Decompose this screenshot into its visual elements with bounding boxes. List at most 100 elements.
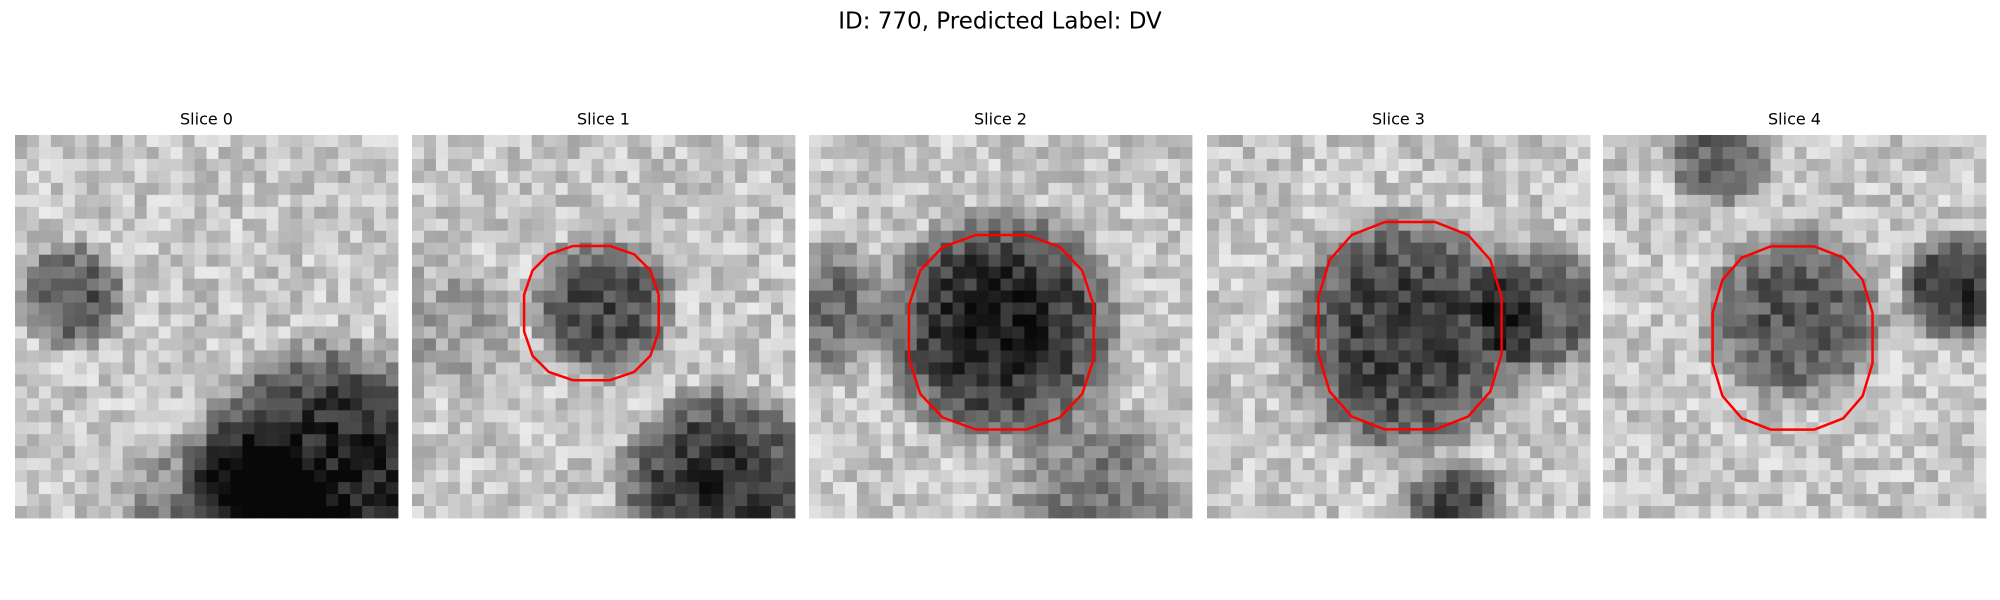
pixel <box>723 194 736 208</box>
pixel <box>916 374 930 387</box>
pixel <box>1132 362 1145 375</box>
pixel <box>1266 194 1280 208</box>
pixel <box>868 434 882 447</box>
pixel <box>266 338 279 351</box>
pixel <box>338 170 351 184</box>
pixel <box>206 170 219 184</box>
pixel <box>218 482 231 495</box>
pixel <box>856 374 870 387</box>
pixel <box>435 470 449 483</box>
pixel <box>1902 446 1915 459</box>
pixel <box>809 470 822 483</box>
pixel <box>1482 206 1495 220</box>
pixel <box>1108 314 1121 327</box>
pixel <box>880 326 894 339</box>
pixel <box>663 182 676 196</box>
pixel <box>531 302 545 315</box>
pixel <box>1722 194 1736 208</box>
pixel <box>1242 338 1256 351</box>
pixel <box>1662 254 1676 268</box>
pixel <box>809 386 822 399</box>
pixel <box>1578 194 1591 208</box>
pixel <box>687 422 700 435</box>
pixel <box>122 135 136 148</box>
pixel <box>98 194 112 208</box>
pixel <box>1398 302 1411 315</box>
pixel <box>988 242 1001 256</box>
pixel <box>507 146 521 160</box>
pixel <box>1674 266 1688 280</box>
pixel <box>1084 158 1097 172</box>
pixel <box>1830 398 1843 411</box>
pixel <box>1242 374 1256 387</box>
pixel <box>326 374 339 387</box>
pixel <box>1746 135 1759 148</box>
pixel <box>38 278 52 291</box>
pixel <box>1878 422 1891 435</box>
pixel <box>531 242 545 256</box>
pixel <box>447 458 461 471</box>
pixel <box>1060 206 1073 220</box>
pixel <box>110 338 124 351</box>
pixel <box>856 170 870 184</box>
pixel <box>1914 374 1927 387</box>
pixel <box>1746 398 1759 411</box>
pixel <box>1926 146 1939 160</box>
pixel <box>1374 398 1387 411</box>
pixel <box>278 350 291 363</box>
pixel <box>1854 146 1867 160</box>
pixel <box>759 254 772 268</box>
pixel <box>254 434 267 447</box>
pixel <box>1614 326 1628 339</box>
pixel <box>266 398 279 411</box>
pixel <box>1144 194 1157 208</box>
pixel <box>1302 158 1316 172</box>
pixel <box>603 302 616 315</box>
pixel <box>1758 386 1771 399</box>
pixel <box>1746 386 1759 399</box>
pixel <box>1060 314 1073 327</box>
pixel <box>1036 182 1049 196</box>
pixel <box>1302 506 1316 519</box>
pixel <box>1806 302 1819 315</box>
pixel <box>1168 458 1181 471</box>
pixel <box>591 146 604 160</box>
pixel <box>519 446 533 459</box>
pixel <box>86 146 100 160</box>
pixel <box>1950 206 1963 220</box>
pixel <box>1710 410 1724 423</box>
pixel <box>687 302 700 315</box>
pixel <box>1362 362 1375 375</box>
pixel <box>326 242 339 256</box>
pixel <box>218 326 231 339</box>
pixel <box>1542 230 1555 244</box>
pixel <box>1938 326 1951 339</box>
pixel <box>26 170 40 184</box>
pixel <box>928 326 942 339</box>
pixel <box>1926 350 1939 363</box>
pixel <box>218 146 231 160</box>
pixel <box>1048 206 1061 220</box>
pixel <box>146 302 160 315</box>
pixel <box>62 302 76 315</box>
pixel <box>1000 182 1013 196</box>
pixel <box>1108 278 1121 291</box>
pixel <box>1060 458 1073 471</box>
pixel <box>735 230 748 244</box>
pixel <box>735 278 748 291</box>
pixel <box>759 398 772 411</box>
pixel <box>471 350 485 363</box>
pixel <box>1398 266 1411 280</box>
pixel <box>338 230 351 244</box>
pixel <box>350 386 363 399</box>
pixel <box>723 230 736 244</box>
pixel <box>1494 182 1507 196</box>
pixel <box>603 266 616 280</box>
pixel <box>471 194 485 208</box>
pixel <box>1278 374 1292 387</box>
pixel <box>1662 242 1676 256</box>
pixel <box>543 386 557 399</box>
pixel <box>50 278 64 291</box>
pixel <box>350 135 363 148</box>
pixel <box>627 446 640 459</box>
